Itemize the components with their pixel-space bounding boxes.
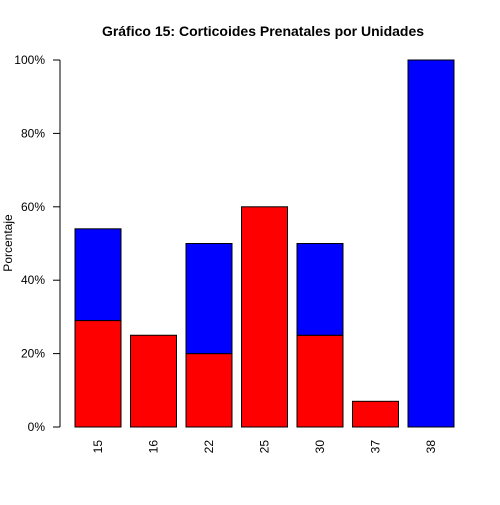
- y-tick-label: 40%: [21, 273, 45, 287]
- x-tick-label: 30: [313, 440, 327, 454]
- bar-15-segment-1: [74, 320, 122, 428]
- y-axis-label: Porcentaje: [1, 214, 15, 272]
- chart-title: Gráfico 15: Corticoides Prenatales por U…: [102, 23, 424, 39]
- bar-15-segment-2: [74, 228, 122, 322]
- x-tick-label: 37: [369, 440, 383, 454]
- bar-16-segment-1: [130, 334, 177, 428]
- bar-30-segment-2: [296, 243, 344, 336]
- x-tick-label: 38: [424, 440, 438, 454]
- bar-22-segment-1: [185, 353, 233, 428]
- x-axis: 15 16 22 25 30 37 38: [91, 440, 438, 454]
- bar-30-segment-1: [296, 334, 344, 428]
- y-tick-label: 100%: [14, 53, 45, 67]
- x-tick-label: 15: [91, 440, 105, 454]
- x-tick-label: 16: [147, 440, 161, 454]
- x-tick-label: 25: [258, 440, 272, 454]
- bar-22-segment-2: [185, 243, 233, 355]
- y-axis: 0% 20% 40% 60% 80% 100%: [14, 53, 61, 434]
- bar-37-segment-1: [352, 400, 399, 428]
- bar-38-segment-2: [407, 59, 455, 428]
- x-tick-label: 22: [202, 440, 216, 454]
- y-tick-label: 20%: [21, 347, 45, 361]
- y-tick-label: 60%: [21, 200, 45, 214]
- y-tick-label: 0%: [28, 420, 46, 434]
- y-tick-label: 80%: [21, 126, 45, 140]
- bar-25-segment-1: [241, 206, 288, 428]
- bars-group: [74, 59, 455, 428]
